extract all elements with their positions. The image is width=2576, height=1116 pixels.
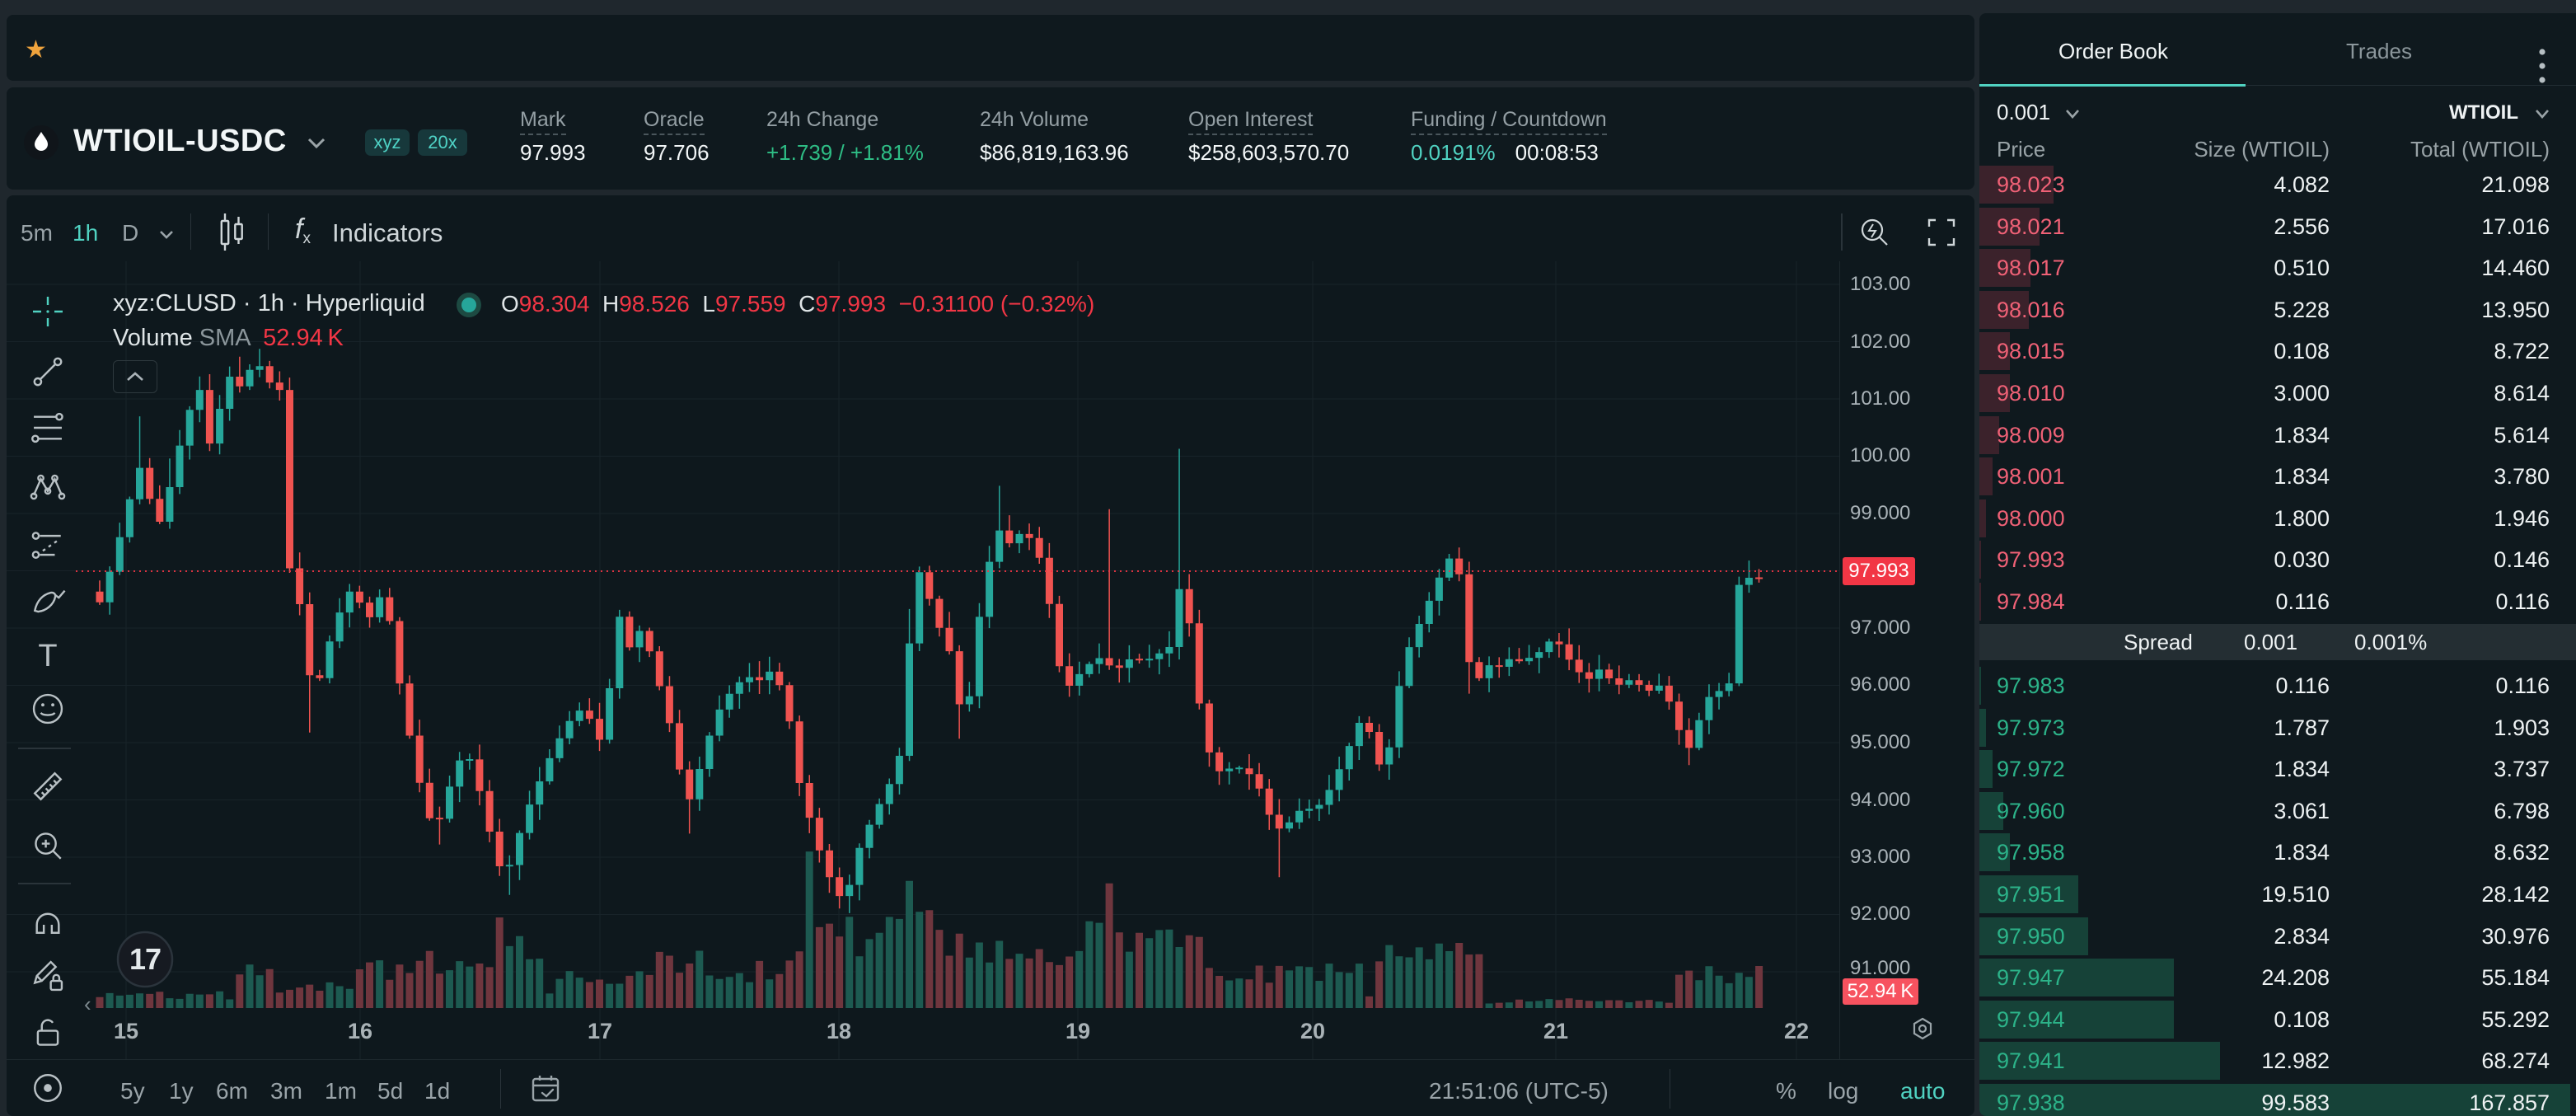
svg-text:17: 17 [129, 942, 161, 976]
